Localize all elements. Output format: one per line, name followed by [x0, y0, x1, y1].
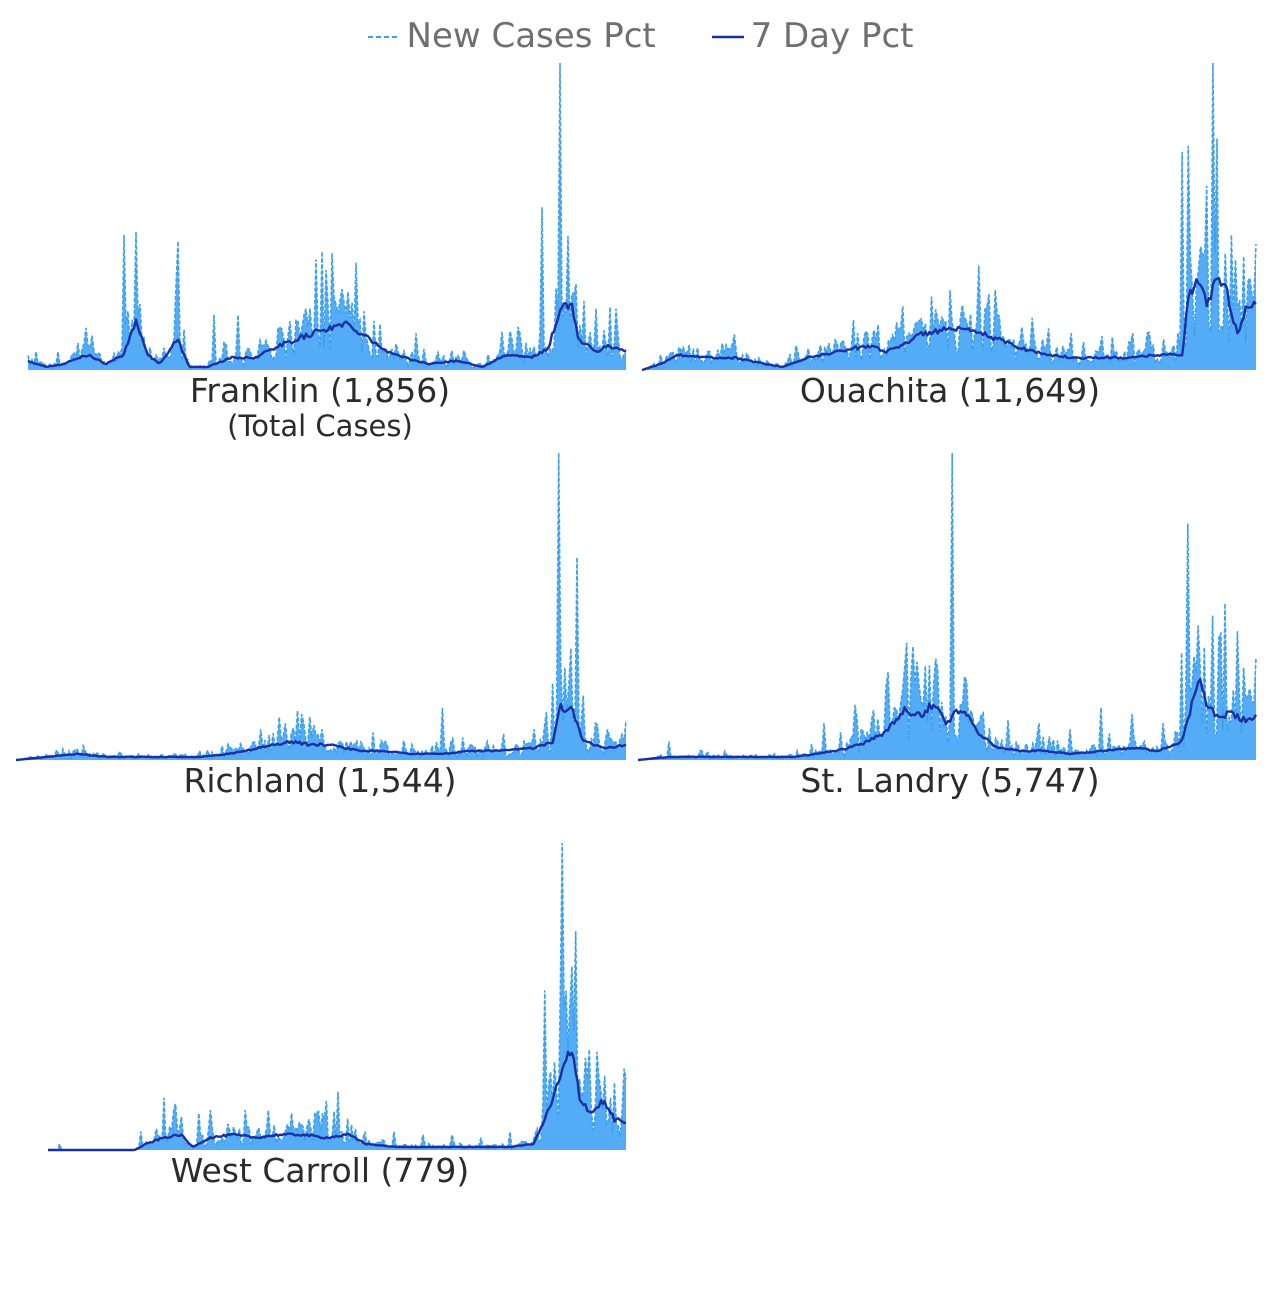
panel-west-carroll: West Carroll (779)	[0, 835, 640, 1225]
panel-franklin: Franklin (1,856) (Total Cases)	[0, 55, 640, 445]
legend: New Cases Pct 7 Day Pct	[0, 14, 1280, 56]
legend-label-7-day: 7 Day Pct	[750, 15, 914, 56]
plot-west-carroll	[48, 842, 627, 1152]
series-7-day-pct	[637, 678, 1258, 762]
daily-bars	[48, 843, 626, 1150]
series-7-day-pct	[48, 1050, 627, 1152]
series-new-cases-pct	[27, 62, 627, 371]
daily-bars	[638, 453, 1256, 760]
plot-richland	[15, 452, 627, 762]
series-new-cases-pct	[637, 452, 1257, 761]
panel-title: Ouachita (11,649)	[799, 371, 1101, 410]
panel-title: Richland (1,544)	[183, 761, 457, 800]
panel-richland: Richland (1,544)	[0, 445, 640, 835]
panel-subtitle: (Total Cases)	[227, 409, 413, 443]
series-7-day-pct	[641, 277, 1257, 372]
legend-label-new-cases: New Cases Pct	[406, 15, 656, 56]
dashed-line-icon	[367, 36, 400, 38]
daily-bars	[28, 63, 626, 370]
panel-ouachita: Ouachita (11,649)	[630, 55, 1270, 445]
series-7-day-pct	[27, 302, 627, 369]
series-new-cases-pct	[48, 842, 627, 1151]
panel-title: West Carroll (779)	[170, 1151, 470, 1190]
plot-st-landry	[637, 452, 1258, 762]
panel-title: St. Landry (5,747)	[800, 761, 1100, 800]
plot-franklin	[27, 62, 627, 371]
panel-title: Franklin (1,856)	[189, 371, 451, 410]
daily-bars	[642, 63, 1256, 370]
solid-line-icon	[711, 35, 744, 39]
legend-item-new-cases[interactable]: New Cases Pct	[367, 16, 656, 56]
series-new-cases-pct	[641, 62, 1257, 371]
legend-item-7-day[interactable]: 7 Day Pct	[711, 15, 914, 56]
series-7-day-pct	[15, 702, 627, 762]
panel-st-landry: St. Landry (5,747)	[630, 445, 1270, 835]
daily-bars	[16, 453, 626, 760]
plot-ouachita	[641, 62, 1257, 372]
series-new-cases-pct	[15, 452, 627, 761]
